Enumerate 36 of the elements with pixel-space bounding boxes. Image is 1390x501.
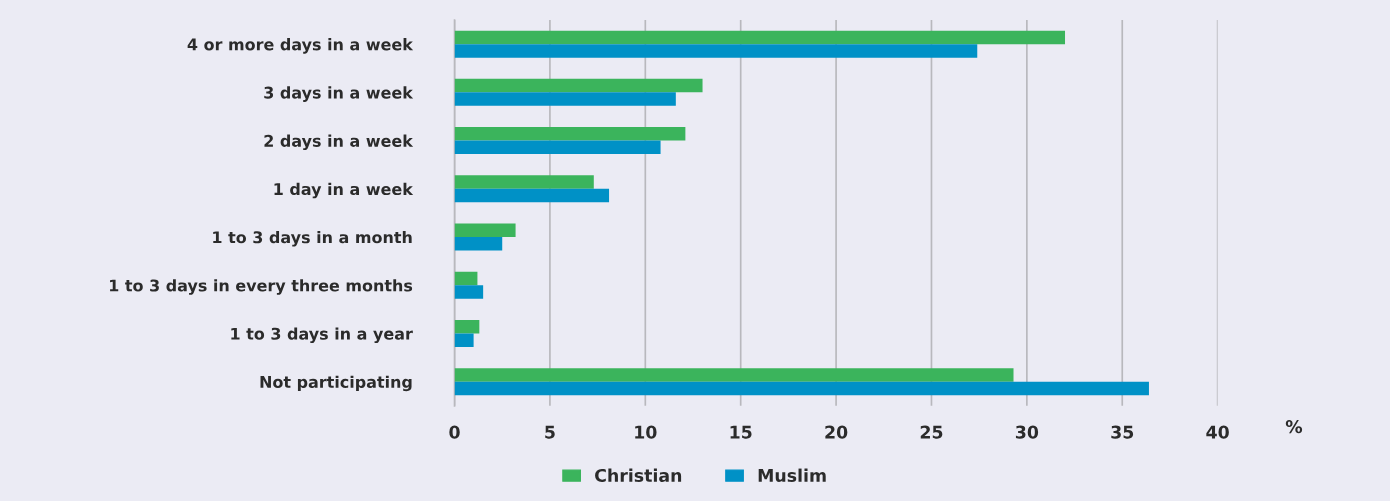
legend-label: Christian bbox=[595, 468, 682, 483]
x-tick-label: 15 bbox=[730, 425, 752, 439]
bar bbox=[454, 237, 503, 251]
x-tick-label: 35 bbox=[1111, 425, 1134, 439]
bar bbox=[454, 223, 516, 238]
x-tick-label: 30 bbox=[1015, 425, 1039, 439]
bar bbox=[454, 30, 1066, 45]
x-tick-label: 25 bbox=[920, 425, 943, 439]
y-tick-label: Not participating bbox=[260, 375, 412, 392]
bar bbox=[454, 92, 676, 106]
x-axis-title: % bbox=[1285, 420, 1303, 434]
bar bbox=[454, 175, 594, 189]
y-tick-label: 1 to 3 days in every three months bbox=[110, 279, 413, 295]
y-tick-label: 4 or more days in a week bbox=[187, 38, 414, 54]
legend-label: Muslim bbox=[758, 468, 826, 483]
bar bbox=[454, 381, 1149, 396]
bar bbox=[454, 78, 703, 93]
y-tick-label: 3 days in a week bbox=[264, 86, 414, 102]
bar bbox=[454, 127, 686, 141]
x-tick-label: 10 bbox=[635, 425, 657, 439]
bar bbox=[454, 271, 478, 286]
y-tick-label: 1 day in a week bbox=[274, 182, 414, 199]
bar bbox=[454, 319, 480, 334]
y-tick-label: 1 to 3 days in a year bbox=[231, 327, 413, 343]
bar bbox=[454, 140, 661, 155]
x-tick-label: 0 bbox=[449, 425, 460, 439]
bar bbox=[454, 188, 610, 203]
y-tick-label: 2 days in a week bbox=[264, 134, 414, 151]
bar bbox=[454, 368, 1014, 382]
x-tick-label: 5 bbox=[545, 425, 555, 439]
x-tick-label: 40 bbox=[1206, 425, 1229, 439]
bar bbox=[454, 333, 474, 347]
bar bbox=[454, 44, 978, 58]
y-tick-label: 1 to 3 days in a month bbox=[213, 230, 412, 247]
x-tick-label: 20 bbox=[825, 425, 848, 439]
bar bbox=[454, 285, 484, 299]
